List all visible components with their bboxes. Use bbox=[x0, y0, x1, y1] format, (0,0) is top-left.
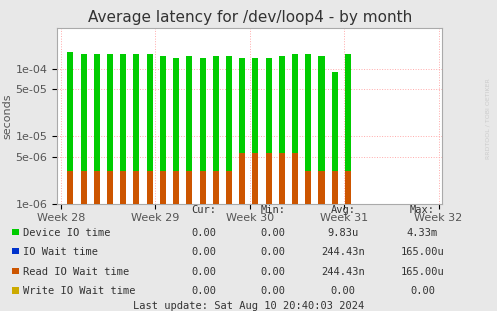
Bar bbox=[81, 170, 86, 219]
Text: Device IO time: Device IO time bbox=[23, 228, 110, 238]
Bar bbox=[345, 54, 351, 219]
Text: 0.00: 0.00 bbox=[331, 286, 355, 296]
Bar bbox=[213, 56, 219, 219]
Bar bbox=[173, 170, 179, 219]
Bar bbox=[120, 170, 126, 219]
Text: 0.00: 0.00 bbox=[261, 228, 286, 238]
Bar bbox=[292, 54, 298, 219]
Text: 0.00: 0.00 bbox=[410, 286, 435, 296]
Bar bbox=[345, 170, 351, 219]
Bar bbox=[147, 54, 153, 219]
Text: 0.00: 0.00 bbox=[191, 286, 216, 296]
Text: 244.43n: 244.43n bbox=[321, 267, 365, 277]
Text: Last update: Sat Aug 10 20:40:03 2024: Last update: Sat Aug 10 20:40:03 2024 bbox=[133, 301, 364, 311]
Text: RRDTOOL / TOBI OETIKER: RRDTOOL / TOBI OETIKER bbox=[486, 78, 491, 159]
Bar bbox=[68, 170, 74, 219]
Bar bbox=[68, 52, 74, 219]
Bar bbox=[226, 56, 232, 219]
Y-axis label: seconds: seconds bbox=[2, 93, 12, 139]
Title: Average latency for /dev/loop4 - by month: Average latency for /dev/loop4 - by mont… bbox=[87, 11, 412, 26]
Bar bbox=[199, 58, 206, 219]
Bar bbox=[173, 58, 179, 219]
Text: Max:: Max: bbox=[410, 205, 435, 215]
Bar bbox=[279, 56, 285, 219]
Text: Avg:: Avg: bbox=[331, 205, 355, 215]
Bar bbox=[292, 153, 298, 219]
Bar bbox=[186, 56, 192, 219]
Bar bbox=[226, 170, 232, 219]
Bar bbox=[319, 56, 325, 219]
Bar bbox=[199, 170, 206, 219]
Bar bbox=[331, 170, 338, 219]
Bar bbox=[252, 153, 258, 219]
Bar bbox=[81, 54, 86, 219]
Bar bbox=[305, 54, 311, 219]
Bar bbox=[107, 54, 113, 219]
Bar bbox=[186, 170, 192, 219]
Text: 0.00: 0.00 bbox=[191, 247, 216, 257]
Bar bbox=[107, 170, 113, 219]
Bar bbox=[252, 58, 258, 219]
Bar bbox=[279, 153, 285, 219]
Bar bbox=[319, 170, 325, 219]
Bar bbox=[160, 56, 166, 219]
Bar bbox=[120, 54, 126, 219]
Text: 244.43n: 244.43n bbox=[321, 247, 365, 257]
Text: Cur:: Cur: bbox=[191, 205, 216, 215]
Text: Read IO Wait time: Read IO Wait time bbox=[23, 267, 129, 277]
Bar bbox=[265, 153, 272, 219]
Bar bbox=[133, 170, 140, 219]
Bar bbox=[133, 54, 140, 219]
Text: 165.00u: 165.00u bbox=[401, 247, 444, 257]
Text: 0.00: 0.00 bbox=[261, 267, 286, 277]
Text: 4.33m: 4.33m bbox=[407, 228, 438, 238]
Bar bbox=[160, 170, 166, 219]
Bar bbox=[305, 170, 311, 219]
Bar bbox=[239, 153, 245, 219]
Bar bbox=[331, 72, 338, 219]
Text: 0.00: 0.00 bbox=[261, 286, 286, 296]
Text: 165.00u: 165.00u bbox=[401, 267, 444, 277]
Text: 0.00: 0.00 bbox=[261, 247, 286, 257]
Text: Write IO Wait time: Write IO Wait time bbox=[23, 286, 135, 296]
Bar bbox=[147, 170, 153, 219]
Text: 9.83u: 9.83u bbox=[328, 228, 358, 238]
Bar bbox=[239, 58, 245, 219]
Bar bbox=[94, 54, 100, 219]
Text: IO Wait time: IO Wait time bbox=[23, 247, 98, 257]
Text: 0.00: 0.00 bbox=[191, 228, 216, 238]
Bar bbox=[94, 170, 100, 219]
Bar bbox=[213, 170, 219, 219]
Text: Min:: Min: bbox=[261, 205, 286, 215]
Bar bbox=[265, 58, 272, 219]
Text: 0.00: 0.00 bbox=[191, 267, 216, 277]
